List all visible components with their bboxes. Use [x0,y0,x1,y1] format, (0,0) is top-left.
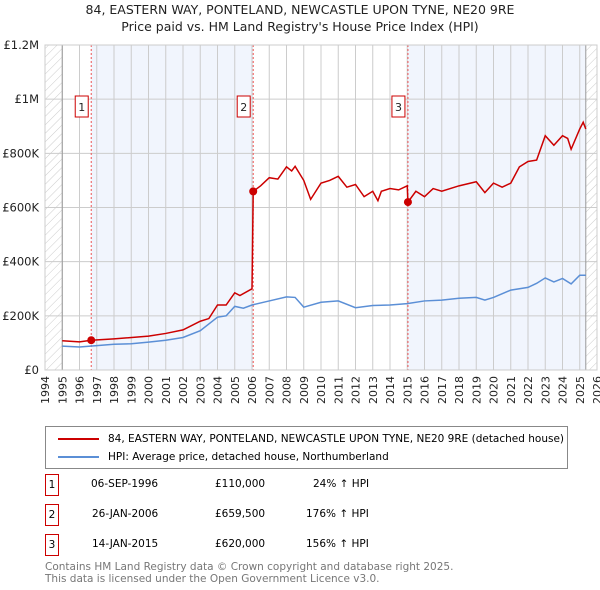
x-tick-label: 2002 [177,376,190,404]
sale-label-box [236,95,251,118]
y-tick-label: £1.2M [3,38,39,52]
legend-item-property: 84, EASTERN WAY, PONTELAND, NEWCASTLE UP… [58,431,564,447]
x-tick-label: 2000 [143,376,156,404]
x-tick-label: 2005 [229,376,242,404]
marker-badge: 2 [45,504,59,526]
sale-label-box [74,95,89,118]
x-tick-label: 2012 [350,376,363,404]
hpi-series-line [62,274,586,348]
x-tick-label: 2020 [488,376,501,404]
x-tick-label: 1999 [125,376,138,404]
transaction-row: 3 14-JAN-2015 £620,000 156% ↑ HPI [45,534,445,556]
x-tick-label: 2015 [401,376,414,404]
x-tick-label: 2010 [315,376,328,404]
y-tick-label: £800K [2,146,39,160]
transaction-price: £620,000 [215,538,266,550]
legend-item-hpi: HPI: Average price, detached house, Nort… [58,449,389,465]
legend-label-hpi: HPI: Average price, detached house, Nort… [108,451,389,463]
sale-label-number: 3 [395,101,402,114]
x-tick-label: 2025 [574,376,587,404]
x-tick-label: 2019 [470,376,483,404]
legend-label-property: 84, EASTERN WAY, PONTELAND, NEWCASTLE UP… [108,433,565,445]
x-tick-label: 2021 [505,376,518,404]
x-tick-label: 2008 [281,376,294,404]
x-tick-label: 2007 [263,376,276,404]
transaction-price: £110,000 [215,478,266,490]
x-tick-label: 2017 [436,376,449,404]
sale-point [249,187,258,196]
x-tick-label: 2022 [522,376,535,404]
y-tick-label: £0 [24,363,39,377]
y-tick-label: £200K [2,309,39,323]
sale-label-number: 1 [78,101,85,114]
marker-badge: 3 [45,534,59,556]
x-tick-label: 2006 [246,376,259,404]
x-tick-label: 2024 [557,376,570,404]
x-tick-label: 2004 [212,376,225,404]
chart-subtitle: Price paid vs. HM Land Registry's House … [121,19,479,34]
x-tick-label: 2018 [453,376,466,404]
sale-label-box [391,95,406,118]
price-series-line [62,120,587,343]
x-tick-label: 1997 [91,376,104,404]
marker-badge: 1 [45,474,59,496]
legend: 84, EASTERN WAY, PONTELAND, NEWCASTLE UP… [45,426,568,469]
x-tick-label: 2009 [298,376,311,404]
y-tick-label: £400K [2,255,39,269]
sale-point [87,336,96,345]
plot-border [44,44,598,371]
x-tick-label: 1995 [56,376,69,404]
x-tick-label: 2001 [160,376,173,404]
x-tick-label: 2023 [539,376,552,404]
chart-title: 84, EASTERN WAY, PONTELAND, NEWCASTLE UP… [85,2,515,17]
x-tick-label: 1998 [108,376,121,404]
transaction-date: 14-JAN-2015 [92,538,159,550]
transaction-hpi: 176% ↑ HPI [306,508,369,520]
transaction-row: 2 26-JAN-2006 £659,500 176% ↑ HPI [45,504,445,526]
footer: Contains HM Land Registry data © Crown c… [45,561,453,585]
x-tick-label: 1994 [39,376,52,404]
transaction-date: 06-SEP-1996 [91,478,159,490]
x-tick-label: 1996 [74,376,87,404]
sale-point [403,198,412,207]
x-tick-label: 2026 [591,376,600,404]
footer-line-1: Contains HM Land Registry data © Crown c… [45,561,454,573]
transaction-row: 1 06-SEP-1996 £110,000 24% ↑ HPI [45,474,445,496]
transaction-hpi: 156% ↑ HPI [306,538,369,550]
transaction-hpi: 24% ↑ HPI [313,478,370,490]
x-tick-label: 2014 [384,376,397,404]
legend-swatch-property [58,438,99,440]
sale-label-number: 2 [240,101,247,114]
legend-swatch-hpi [58,456,99,458]
y-tick-label: £1M [14,92,39,106]
x-tick-label: 2016 [419,376,432,404]
transaction-price: £659,500 [215,508,266,520]
transaction-date: 26-JAN-2006 [92,508,159,520]
y-tick-label: £600K [2,201,39,215]
plot-area: 1994 1995 1996 1997 1998 1999 2000 2001 2002 2003… [2,38,600,404]
x-tick-label: 2013 [367,376,380,404]
x-tick-label: 2011 [332,376,345,404]
x-tick-label: 2003 [194,376,207,404]
footer-line-2: This data is licensed under the Open Gov… [45,573,380,585]
